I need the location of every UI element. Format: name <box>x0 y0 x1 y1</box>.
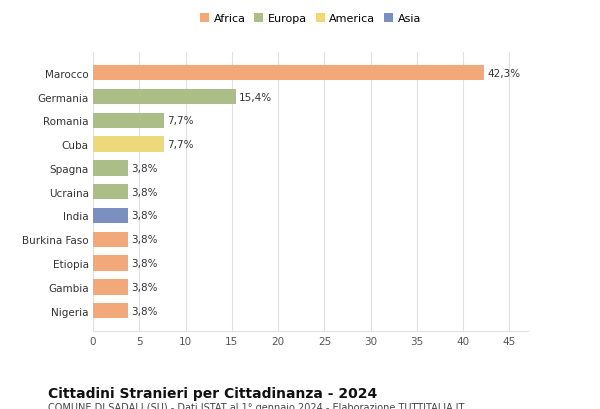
Text: 7,7%: 7,7% <box>167 140 194 150</box>
Bar <box>93 184 128 200</box>
Text: 3,8%: 3,8% <box>131 235 158 245</box>
Bar <box>93 232 128 247</box>
Bar <box>93 208 128 224</box>
Bar <box>93 161 128 176</box>
Bar <box>93 66 485 81</box>
Text: 3,8%: 3,8% <box>131 258 158 268</box>
Text: 3,8%: 3,8% <box>131 306 158 316</box>
Text: Cittadini Stranieri per Cittadinanza - 2024: Cittadini Stranieri per Cittadinanza - 2… <box>48 387 377 400</box>
Text: 3,8%: 3,8% <box>131 282 158 292</box>
Text: 42,3%: 42,3% <box>488 69 521 79</box>
Text: 3,8%: 3,8% <box>131 164 158 173</box>
Bar <box>93 113 164 129</box>
Legend: Africa, Europa, America, Asia: Africa, Europa, America, Asia <box>200 14 421 24</box>
Bar <box>93 90 236 105</box>
Bar <box>93 256 128 271</box>
Text: 3,8%: 3,8% <box>131 211 158 221</box>
Bar <box>93 279 128 295</box>
Bar <box>93 303 128 319</box>
Text: 15,4%: 15,4% <box>239 92 272 102</box>
Text: 7,7%: 7,7% <box>167 116 194 126</box>
Bar <box>93 137 164 153</box>
Text: 3,8%: 3,8% <box>131 187 158 197</box>
Text: COMUNE DI SADALI (SU) - Dati ISTAT al 1° gennaio 2024 - Elaborazione TUTTITALIA.: COMUNE DI SADALI (SU) - Dati ISTAT al 1°… <box>48 402 464 409</box>
